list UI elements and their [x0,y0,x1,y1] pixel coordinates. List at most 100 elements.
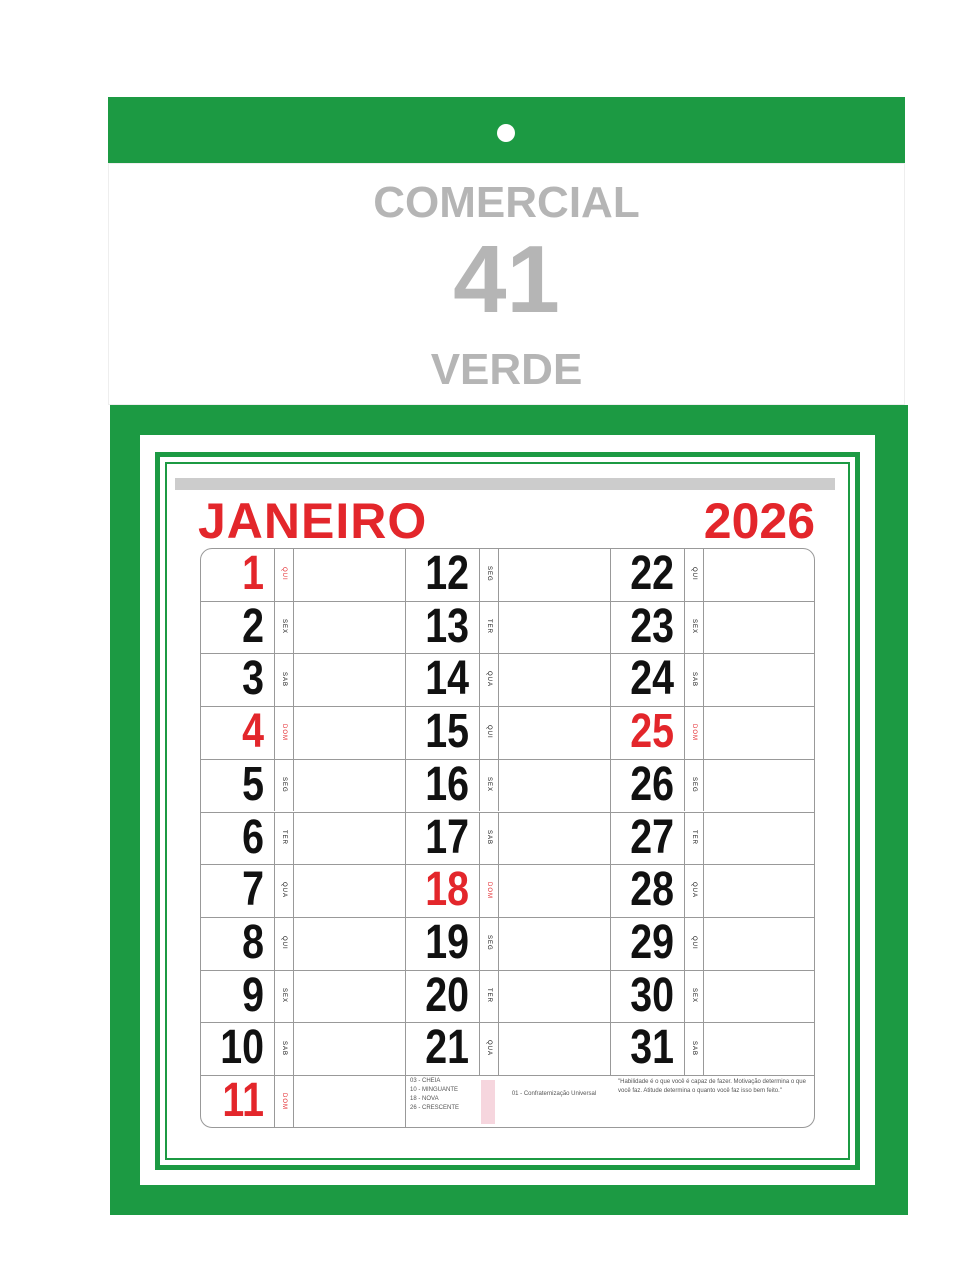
row-line [200,706,815,708]
weekday: QUA [691,882,697,899]
row-line [200,653,815,655]
month: JANEIRO [198,493,428,549]
weekday: SAB [281,671,287,687]
col-line [610,548,611,1075]
weekday: SEG [691,776,697,793]
weekday: QUI [281,936,287,950]
holiday: 01 - Confraternização Universal [511,1091,597,1097]
weekday-cell [684,864,704,917]
weekday: SEX [281,988,287,1004]
weekday: QUI [691,567,697,581]
weekday: SEG [281,776,287,793]
day-number: 27 [630,810,674,864]
row-line [200,916,815,918]
row-line [200,969,815,971]
day-number: 18 [425,863,469,917]
day-number: 2 [242,599,264,653]
weekday: DOM [281,1092,287,1110]
weekday-cell [479,1022,499,1075]
day-number: 31 [630,1021,674,1075]
weekday-cell [274,758,294,812]
weekday: QUI [281,567,287,581]
day-number: 9 [242,968,264,1022]
day-number: 11 [222,1074,264,1127]
weekday-cell [684,1022,704,1075]
weekday: QUI [691,936,697,950]
moon-phase: 18 - NOVA [410,1096,439,1102]
row-line [200,600,815,602]
weekday-cell [274,706,294,759]
day-number: 22 [630,547,674,600]
weekday-cell [684,916,704,970]
weekday-cell [274,548,294,601]
border-line [165,462,850,1160]
day-number: 16 [425,757,469,811]
weekday-cell [479,864,499,917]
weekday: DOM [691,723,697,741]
weekday: TER [691,830,697,845]
weekday: SAB [281,1040,287,1056]
weekday-cell [479,706,499,759]
weekday-cell [274,864,294,917]
weekday-cell [274,811,294,865]
day-number: 3 [242,652,264,706]
day-number: 6 [242,810,264,864]
weekday-cell [479,811,499,865]
weekday-cell [274,969,294,1023]
day-number: 23 [630,599,674,653]
row-line [200,811,815,813]
moon-phase: 10 - MINGUANTE [410,1087,459,1093]
weekday-cell [684,811,704,865]
day-number: 26 [630,757,674,811]
weekday: SEX [691,619,697,635]
row-line [200,1075,815,1076]
weekday: SEX [281,619,287,635]
day-number: 28 [630,863,674,917]
day-number: 21 [425,1021,469,1075]
weekday-cell [274,1075,294,1128]
day-number: 1 [242,547,264,600]
weekday-cell [479,653,499,707]
weekday-cell [684,548,704,601]
weekday: TER [486,988,492,1004]
weekday: QUI [486,725,492,739]
weekday: DOM [281,723,287,741]
day-number: 15 [425,705,469,759]
weekday: SAB [486,829,492,845]
page-edge [175,478,835,490]
weekday-cell [274,600,294,654]
weekday-cell [684,969,704,1023]
moon-phases: 03 - CHEIA 10 - MINGUANTE 18 - NOVA 26 - CR… [410,1077,480,1113]
day-number: 12 [425,547,469,600]
day-number: 4 [242,705,264,759]
weekday-cell [479,758,499,812]
weekday-cell [684,653,704,707]
border-line [155,452,860,1170]
quote: "Habilidade é o que você é capaz de faze… [618,1079,806,1094]
weekday-cell [684,758,704,812]
day-number: 8 [242,915,264,969]
day-grid [200,548,815,1128]
weekday: TER [486,619,492,635]
header-number: 41 [453,226,560,333]
col-line [405,548,406,1128]
weekday-cell [274,1022,294,1075]
weekday: TER [281,830,287,845]
header-title: COMERCIAL [373,178,640,227]
row-line [200,864,815,866]
white-inner [140,435,875,1185]
weekday-cell [274,653,294,707]
weekday-cell [479,969,499,1023]
weekday-cell [274,916,294,970]
weekday: SAB [691,1040,697,1056]
weekday: SEX [486,777,492,793]
weekday: SEG [486,935,492,951]
moon-phase: 26 - CRESCENTE [410,1105,460,1111]
day-number: 10 [220,1021,264,1075]
day-number: 29 [630,915,674,969]
weekday-cell [479,548,499,601]
day-number: 20 [425,968,469,1022]
color-swatch [481,1080,495,1124]
day-number: 5 [242,757,264,811]
